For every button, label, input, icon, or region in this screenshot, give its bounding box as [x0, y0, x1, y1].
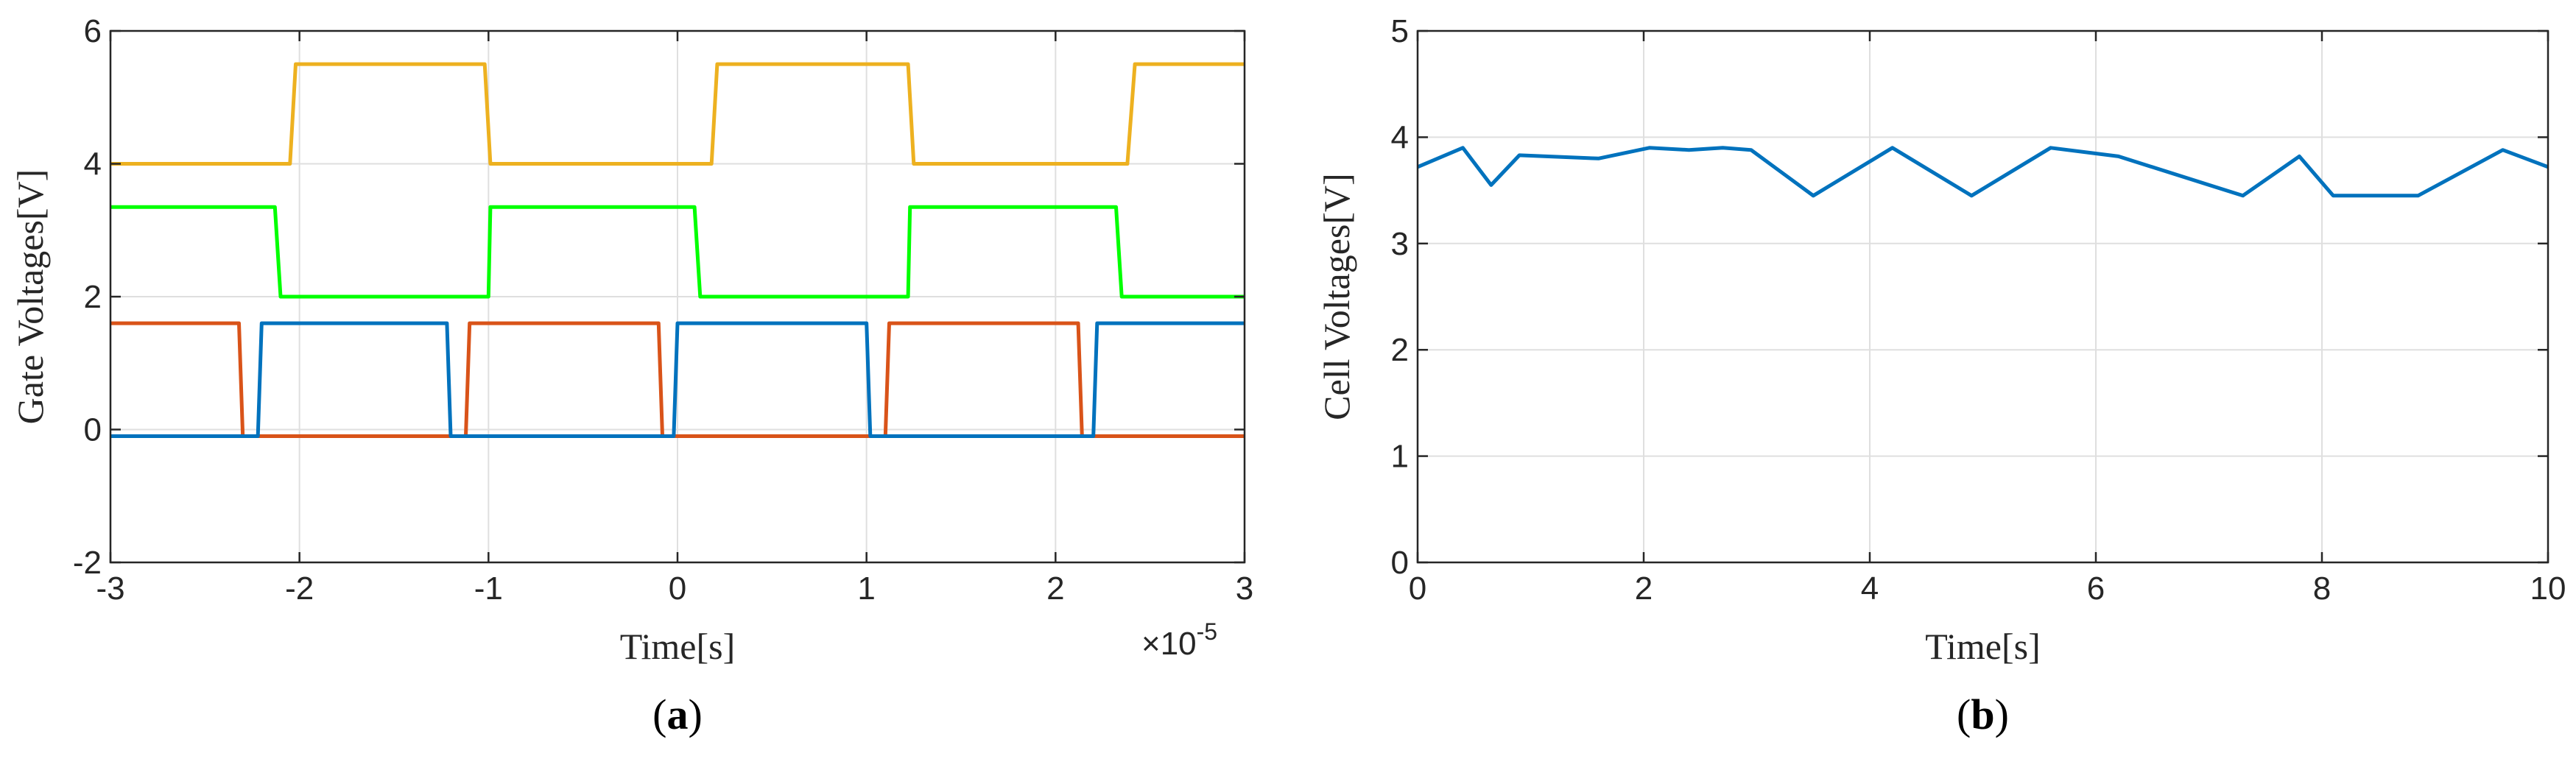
x-tick-label: 0	[669, 571, 686, 607]
y-tick-label: 4	[84, 146, 102, 183]
y-tick-label: 2	[1391, 332, 1409, 368]
y-tick-label: 5	[1391, 13, 1409, 49]
x-axis-multiplier: ×10-5	[1141, 618, 1217, 662]
y-tick-label: 1	[1391, 439, 1409, 475]
series-line-4	[110, 321, 1245, 438]
x-tick-label: -2	[285, 571, 314, 607]
x-tick-label: 8	[2313, 571, 2331, 607]
x-tick-label: 1	[857, 571, 875, 607]
y-axis-label: Gate Voltages[V]	[10, 169, 51, 425]
y-tick-label: 2	[84, 279, 102, 315]
x-tick-label: 4	[1861, 571, 1879, 607]
panel-b-chart: 0 2 4 6 8 10 0 1 2 3 4 5 Time[s] Cell Voltages[V] (b)	[1316, 13, 2566, 738]
panel-label: (a)	[652, 690, 703, 738]
y-tick-label: 3	[1391, 226, 1409, 262]
panel-label: (b)	[1957, 690, 2009, 738]
y-axis-label: Cell Voltages[V]	[1316, 173, 1357, 420]
x-tick-label: 2	[1046, 571, 1064, 607]
x-tick-label: 3	[1236, 571, 1253, 607]
x-axis-label: Time[s]	[1925, 626, 2041, 667]
series-line-1	[1418, 146, 2548, 198]
x-tick-label: -1	[474, 571, 503, 607]
x-tick-label: 0	[1409, 571, 1426, 607]
series-line-3	[110, 321, 1245, 438]
x-tick-label: 2	[1635, 571, 1653, 607]
y-tick-label: 6	[84, 13, 102, 49]
series-line-2	[110, 205, 1245, 299]
y-tick-label: -2	[73, 545, 102, 581]
plot-frame	[1416, 29, 2549, 564]
y-tick-label: 4	[1391, 119, 1409, 155]
y-tick-label: 0	[84, 412, 102, 448]
x-tick-label: 10	[2530, 571, 2566, 607]
series-line-1	[110, 62, 1245, 166]
x-tick-label: 6	[2087, 571, 2105, 607]
x-axis-label: Time[s]	[620, 626, 736, 667]
y-tick-label: 0	[1391, 545, 1409, 581]
x-tick-label: -3	[96, 571, 124, 607]
